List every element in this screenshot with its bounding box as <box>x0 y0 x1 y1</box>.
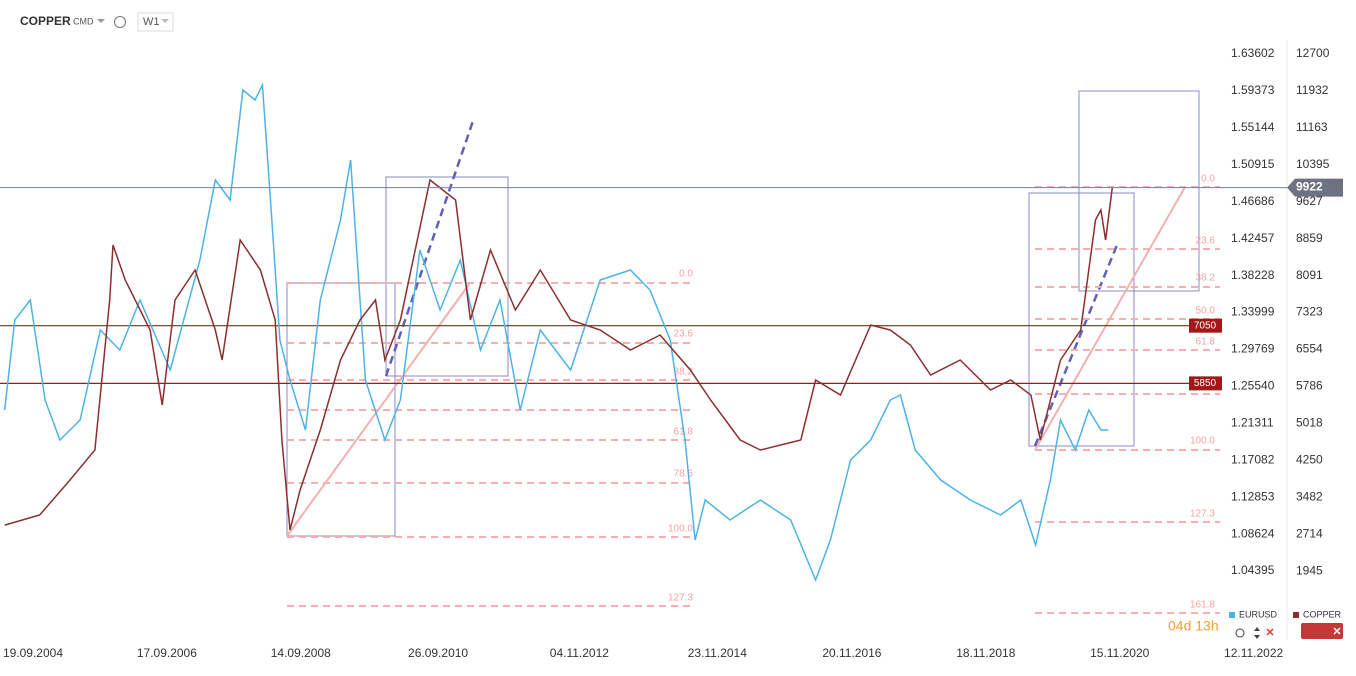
projection-line <box>384 117 476 377</box>
last-price-label: 9922 <box>1296 180 1323 194</box>
x-tick-label: 26.09.2010 <box>408 646 468 660</box>
fib-label: 161.8 <box>1190 600 1215 611</box>
y2-tick-label: 1.08624 <box>1231 526 1275 540</box>
x-tick-label: 20.11.2016 <box>822 646 881 660</box>
y2-tick-label: 1.59373 <box>1231 83 1275 97</box>
legend-swatch <box>1229 612 1235 618</box>
fib-label: 78.6 <box>674 469 694 480</box>
y-tick-label: 1945 <box>1296 563 1323 577</box>
dropdown-arrow[interactable] <box>97 19 105 23</box>
y-tick-label: 11163 <box>1296 120 1328 134</box>
plot: 7050 5850 9922 <box>0 82 1343 583</box>
y2-tick-label: 1.12853 <box>1231 489 1275 503</box>
move-icon[interactable] <box>1254 627 1260 639</box>
y2-tick-label: 1.21311 <box>1231 415 1274 429</box>
last-price-tag <box>1287 178 1343 197</box>
x-tick-label: 17.09.2006 <box>137 646 197 660</box>
x-tick-label: 15.11.2020 <box>1090 646 1149 660</box>
y-tick-label: 3482 <box>1296 489 1323 503</box>
y2-tick-label: 1.04395 <box>1231 563 1275 577</box>
close-icon[interactable] <box>1266 628 1274 636</box>
series-line <box>3 82 1109 583</box>
fib-label: 100.0 <box>668 524 693 535</box>
series-controls[interactable] <box>1301 623 1343 639</box>
rectangle <box>385 176 509 377</box>
y2-tick-label: 1.50915 <box>1231 157 1275 171</box>
projection-lines <box>384 117 1119 447</box>
fib-label: 38.2 <box>674 367 694 378</box>
series-line <box>4 178 1114 531</box>
y-tick-label: 8091 <box>1296 268 1323 282</box>
interval[interactable]: W1 <box>143 16 160 28</box>
symbol[interactable]: COPPER <box>20 14 71 28</box>
y2-tick-label: 1.29769 <box>1231 342 1275 356</box>
level-tag <box>1189 318 1222 333</box>
market: CMD <box>73 16 94 26</box>
x-tick-label: 23.11.2014 <box>688 646 747 660</box>
y-tick-label: 10395 <box>1296 157 1330 171</box>
fib-label: 50.0 <box>1196 306 1216 317</box>
level-label: 7050 <box>1194 320 1217 331</box>
y-tick-label: 9627 <box>1296 194 1323 208</box>
level-tag <box>1189 376 1222 391</box>
y2-tick-label: 1.42457 <box>1231 231 1275 245</box>
y-tick-label: 5786 <box>1296 379 1323 393</box>
rectangle <box>1078 90 1200 292</box>
fib-label: 38.2 <box>1196 273 1216 284</box>
y2-tick-label: 1.25540 <box>1231 379 1275 393</box>
dropdown-arrow <box>161 19 169 23</box>
legend-label[interactable]: COPPER <box>1303 609 1342 619</box>
y-tick-label: 2714 <box>1296 526 1323 540</box>
x-tick-label: 14.09.2008 <box>271 646 331 660</box>
fib-label: 23.6 <box>674 329 694 340</box>
level-label: 5850 <box>1194 378 1217 389</box>
y2-tick-label: 1.33999 <box>1231 305 1275 319</box>
y2-tick-label: 1.55144 <box>1231 120 1275 134</box>
eye-icon[interactable] <box>1235 628 1245 638</box>
fib-label: 127.3 <box>668 593 693 604</box>
legend-label[interactable]: EURUSD <box>1239 609 1278 619</box>
x-tick-label: 12.11.2022 <box>1224 646 1283 660</box>
x-tick-label: 18.11.2018 <box>956 646 1015 660</box>
close-icon[interactable] <box>1333 627 1341 635</box>
legend-swatch <box>1293 612 1299 618</box>
y-tick-label: 11932 <box>1296 83 1329 97</box>
fib-label: 61.8 <box>1196 337 1216 348</box>
fib-label: 0.0 <box>1201 174 1215 185</box>
info-icon[interactable] <box>114 16 126 28</box>
y-tick-label: 8859 <box>1296 231 1323 245</box>
y2-tick-label: 1.46686 <box>1231 194 1275 208</box>
fib-label: 0.0 <box>679 269 693 280</box>
y-tick-label: 7323 <box>1296 305 1323 319</box>
fib-label: 23.6 <box>1196 236 1216 247</box>
interval-box[interactable] <box>137 12 174 32</box>
fib-label: 127.3 <box>1190 509 1215 520</box>
fib-label: 100.0 <box>1190 436 1215 447</box>
projection-line <box>1033 244 1119 447</box>
y2-tick-label: 1.63602 <box>1231 46 1275 60</box>
y-tick-label: 6554 <box>1296 342 1323 356</box>
y-tick-label: 12700 <box>1296 46 1330 60</box>
y2-tick-label: 1.38228 <box>1231 268 1275 282</box>
countdown: 04d 13h <box>1168 618 1219 634</box>
y2-tick-label: 1.17082 <box>1231 452 1275 466</box>
x-tick-label: 04.11.2012 <box>550 646 609 660</box>
y-tick-label: 4250 <box>1296 452 1323 466</box>
y-tick-label: 5018 <box>1296 416 1323 430</box>
x-tick-label: 19.09.2004 <box>3 646 63 660</box>
